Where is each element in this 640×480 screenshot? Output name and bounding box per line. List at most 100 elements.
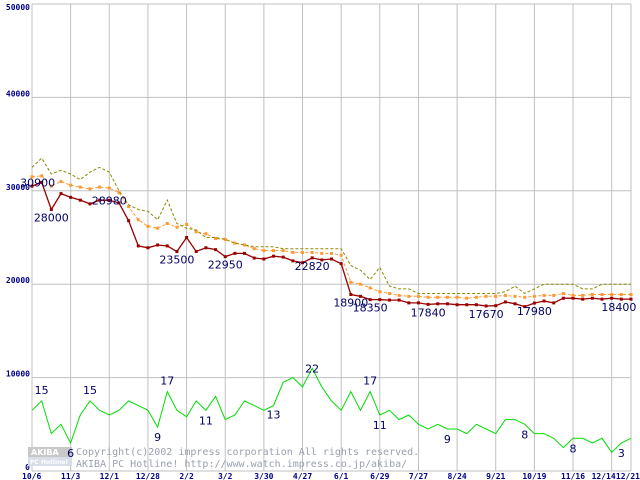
logo-bottom-text: PC Hotline! — [30, 459, 68, 466]
data-label: 15 — [35, 384, 49, 397]
series-point-avg — [310, 250, 314, 254]
series-point-min — [378, 298, 382, 302]
x-tick-label: 6/1 — [334, 472, 349, 480]
series-point-min — [581, 297, 585, 301]
series-point-avg — [88, 187, 92, 191]
series-point-min — [416, 301, 420, 305]
series-point-avg — [233, 241, 237, 245]
x-axis: 10/6 11/3 12/1 12/28 2/2 3/2 3/30 4/27 6/1 6/29 7/… — [22, 472, 640, 480]
data-label: 17 — [160, 375, 174, 388]
series-point-avg — [445, 295, 449, 299]
series-point-avg — [272, 249, 276, 253]
series-point-avg — [165, 221, 169, 225]
series-point-avg — [407, 294, 411, 298]
x-tick-label: 2/2 — [179, 472, 194, 480]
series-point-min — [349, 292, 353, 296]
series-point-avg — [185, 222, 189, 226]
y-axis: 0 10000 20000 30000 40000 50000 — [6, 3, 30, 472]
data-label: 22 — [305, 362, 319, 375]
series-point-min — [571, 296, 575, 300]
series-point-avg — [629, 292, 633, 296]
series-point-avg — [387, 292, 391, 296]
x-tick-label: 12/28 — [136, 472, 160, 480]
series-point-avg — [619, 292, 623, 296]
x-tick-label: 3/2 — [218, 472, 233, 480]
series-point-min — [310, 256, 314, 260]
x-tick-label: 12/1 — [100, 472, 119, 480]
series-point-avg — [78, 185, 82, 189]
data-label: 17 — [363, 375, 377, 388]
x-tick-label: 12/21 — [616, 472, 640, 480]
series-point-min — [629, 297, 633, 301]
series-point-min — [387, 298, 391, 302]
x-tick-label: 7/27 — [409, 472, 428, 480]
series-point-min — [262, 257, 266, 261]
series-point-min — [600, 297, 604, 301]
series-point-avg — [330, 251, 333, 255]
series-point-min — [339, 262, 343, 266]
series-point-avg — [581, 293, 585, 297]
x-tick-label: 9/21 — [486, 472, 505, 480]
series-point-min — [436, 302, 440, 306]
series-point-min — [513, 302, 517, 306]
series-point-avg — [204, 232, 208, 236]
x-tick-label: 11/3 — [61, 472, 80, 480]
series-point-min — [223, 255, 227, 259]
series-point-avg — [358, 282, 362, 286]
data-label: 9 — [154, 431, 161, 444]
series-point-min — [146, 246, 150, 250]
series-point-min — [165, 244, 169, 248]
y-tick-label: 30000 — [6, 183, 30, 192]
series-point-avg — [513, 294, 517, 298]
data-label: 11 — [199, 414, 213, 427]
series-point-avg — [127, 205, 131, 209]
series-point-min — [117, 201, 121, 205]
series-layer — [30, 157, 633, 454]
data-label: 15 — [83, 384, 97, 397]
data-label: 22820 — [295, 260, 330, 273]
data-label: 17670 — [469, 308, 504, 321]
data-label: 30900 — [20, 176, 55, 189]
series-point-min — [523, 305, 527, 309]
series-point-avg — [175, 225, 179, 229]
series-point-min — [532, 301, 536, 305]
data-label: 18900 — [333, 296, 368, 309]
data-label: 6 — [67, 447, 74, 460]
series-point-avg — [156, 226, 160, 230]
series-point-min — [185, 236, 189, 239]
series-point-avg — [243, 243, 247, 247]
series-point-avg — [484, 294, 488, 298]
series-point-avg — [194, 230, 198, 234]
data-label: 28000 — [34, 211, 69, 224]
y-tick-label: 0 — [25, 463, 30, 472]
series-point-min — [426, 302, 430, 306]
series-line-max — [31, 157, 631, 295]
x-tick-label: 8/24 — [447, 472, 466, 480]
series-point-min — [88, 202, 92, 206]
series-point-min — [98, 198, 102, 202]
series-point-avg — [262, 249, 266, 253]
series-point-avg — [117, 191, 121, 195]
series-point-min — [590, 296, 594, 300]
series-point-avg — [69, 183, 73, 187]
series-point-avg — [503, 293, 507, 297]
series-point-avg — [561, 292, 565, 296]
series-point-min — [78, 198, 82, 202]
url-text: AKIBA PC Hotline! http://www.watch.impre… — [76, 459, 407, 470]
series-point-min — [214, 248, 218, 252]
series-point-avg — [542, 293, 546, 297]
series-point-min — [397, 298, 401, 302]
series-point-avg — [59, 179, 63, 183]
series-point-min — [233, 251, 237, 255]
x-tick-label: 12/14 — [592, 472, 616, 480]
series-point-avg — [223, 237, 227, 241]
series-point-min — [30, 184, 34, 188]
series-point-min — [49, 207, 53, 211]
series-point-avg — [320, 251, 324, 255]
x-tick-label: 10/19 — [522, 472, 546, 480]
series-point-avg — [301, 250, 305, 254]
series-point-min — [619, 297, 623, 301]
x-tick-label: 3/30 — [254, 472, 273, 480]
series-point-min — [455, 303, 459, 307]
